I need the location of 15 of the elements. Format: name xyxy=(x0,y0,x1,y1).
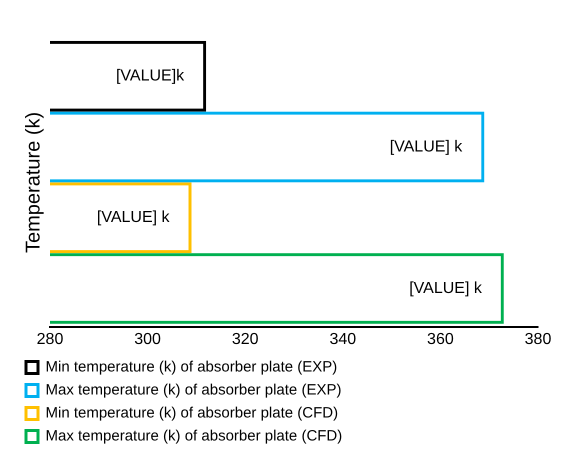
legend-label: Min temperature (k) of absorber plate (CFD) xyxy=(46,404,338,422)
legend-label: Min temperature (k) of absorber plate (EXP) xyxy=(46,358,338,376)
x-tick-label: 380 xyxy=(524,330,552,348)
x-tick-label: 300 xyxy=(134,330,162,348)
x-tick-label: 320 xyxy=(232,330,259,348)
x-tick-label: 340 xyxy=(329,330,356,348)
x-tick-label: 280 xyxy=(36,330,64,348)
y-axis-title: Temperature (k) xyxy=(22,112,45,253)
data-label: [VALUE] k xyxy=(390,138,464,156)
data-label: [VALUE] k xyxy=(409,280,483,297)
legend-label: Max temperature (k) of absorber plate (EXP) xyxy=(46,382,342,399)
legend-label: Max temperature (k) of absorber plate (CFD) xyxy=(46,428,342,445)
data-label: [VALUE] k xyxy=(96,209,171,226)
data-label: [VALUE]k xyxy=(116,68,186,85)
x-tick-label: 360 xyxy=(427,330,454,348)
